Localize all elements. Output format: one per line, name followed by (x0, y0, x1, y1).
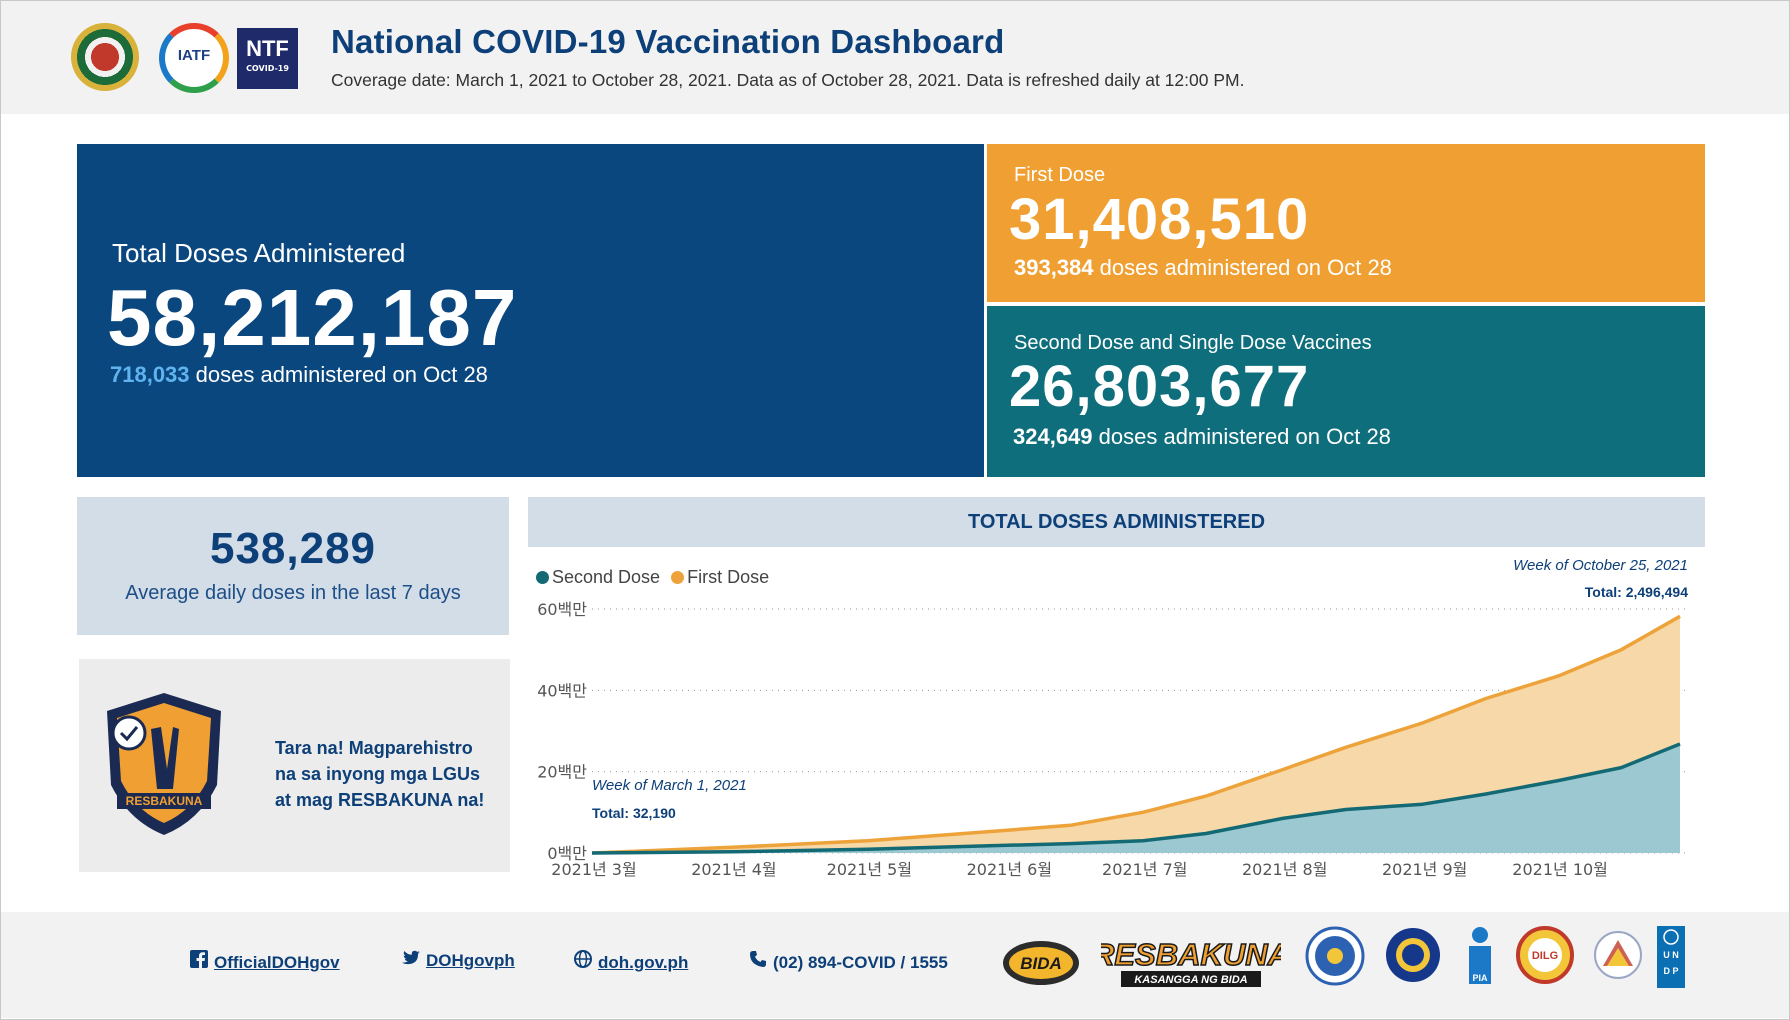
x-tick-label: 2021년 6월 (967, 860, 1052, 879)
resbakuna-footer-logo: RESBAKUNA KASANGGA NG BIDA (1101, 936, 1281, 987)
twitter-link[interactable]: DOHgovph (402, 950, 515, 971)
total-doses-tile: Total Doses Administered 58,212,187 718,… (77, 144, 984, 477)
y-tick-label: 20백만 (537, 763, 587, 782)
series-line-second-dose (591, 742, 1681, 855)
x-tick-label: 2021년 7월 (1102, 860, 1187, 879)
total-doses-daily: 718,033 doses administered on Oct 28 (110, 362, 488, 387)
series-area-first-dose (592, 616, 1680, 853)
resbakuna-promo[interactable]: RESBAKUNA Tara na! Magparehistro na sa i… (79, 659, 510, 872)
average-daily-tile: 538,289 Average daily doses in the last … (77, 497, 509, 635)
svg-text:RESBAKUNA: RESBAKUNA (126, 794, 203, 808)
undp-logo: U N D P (1657, 926, 1685, 988)
phone-icon (749, 950, 767, 973)
x-tick-label: 2021년 9월 (1382, 860, 1467, 879)
facebook-icon (190, 950, 208, 973)
ntf-logo: NTF COVID-19 (237, 28, 298, 89)
website-link[interactable]: doh.gov.ph (574, 950, 688, 973)
total-doses-label: Total Doses Administered (112, 238, 406, 268)
x-tick-label: 2021년 5월 (827, 860, 912, 879)
x-tick-label: 2021년 3월 (551, 860, 636, 879)
chart-legend: Second Dose First Dose (536, 567, 775, 588)
doses-area-chart[interactable]: 0백만 20백만 40백만 60백만 2021년 3월 2021년 4월 2021년 5월 2… (528, 551, 1705, 891)
bida-logo: BIDA (1003, 941, 1079, 985)
total-doses-value: 58,212,187 (107, 273, 518, 362)
average-daily-value: 538,289 (209, 524, 377, 573)
y-tick-label: 60백만 (537, 600, 587, 619)
government-seal-logo (1386, 928, 1440, 982)
x-tick-label: 2021년 10월 (1512, 860, 1608, 879)
series-area-second-dose (592, 744, 1680, 853)
iatf-logo: IATF (159, 23, 229, 93)
annotation-start-week: Week of March 1, 2021 (592, 777, 747, 794)
globe-icon (574, 950, 592, 973)
coverage-subtitle: Coverage date: March 1, 2021 to October … (331, 70, 1245, 90)
y-tick-label: 0백만 (547, 844, 587, 863)
svg-text:D P: D P (1663, 966, 1678, 976)
facebook-link[interactable]: OfficialDOHgov (190, 950, 340, 973)
svg-text:KASANGGA NG BIDA: KASANGGA NG BIDA (1134, 974, 1247, 986)
svg-text:PIA: PIA (1472, 973, 1488, 983)
promo-message: Tara na! Magparehistro na sa inyong mga … (275, 738, 485, 810)
pia-logo: PIA (1469, 927, 1491, 984)
annotation-start-total: Total: 32,190 (592, 805, 676, 821)
average-daily-label: Average daily doses in the last 7 days (125, 582, 461, 604)
svg-text:BIDA: BIDA (1020, 954, 1062, 973)
chart-svg: 0백만 20백만 40백만 60백만 2021년 3월 2021년 4월 2021년 5월 2… (537, 600, 1690, 879)
second-dose-label: Second Dose and Single Dose Vaccines (1014, 332, 1372, 354)
twitter-icon (402, 950, 420, 971)
header-bar: IATF NTF COVID-19 National COVID-19 Vacc… (1, 1, 1789, 114)
x-tick-label: 2021년 4월 (691, 860, 776, 879)
presidential-seal-logo (1305, 926, 1365, 986)
series-line-first-dose (591, 614, 1681, 855)
svg-text:DILG: DILG (1532, 950, 1558, 962)
doh-seal-logo (71, 23, 139, 91)
annotation-end-week: Week of October 25, 2021 (1513, 557, 1688, 574)
annotation-end-total: Total: 2,496,494 (1584, 584, 1688, 600)
second-dose-value: 26,803,677 (1009, 354, 1310, 419)
legend-item-second[interactable]: Second Dose (536, 567, 660, 587)
x-tick-label: 2021년 8월 (1242, 860, 1327, 879)
second-dose-daily: 324,649 doses administered on Oct 28 (1013, 424, 1391, 449)
first-dose-daily: 393,384 doses administered on Oct 28 (1014, 255, 1392, 280)
agency-seal-logo (1594, 931, 1642, 979)
phone-contact: (02) 894-COVID / 1555 (749, 950, 948, 973)
chart-title: TOTAL DOSES ADMINISTERED (528, 497, 1705, 547)
dilg-logo: DILG (1516, 926, 1574, 984)
first-dose-tile: First Dose 31,408,510 393,384 doses admi… (987, 144, 1705, 302)
second-dose-tile: Second Dose and Single Dose Vaccines 26,… (987, 306, 1705, 477)
y-tick-label: 40백만 (537, 681, 587, 700)
svg-text:RESBAKUNA: RESBAKUNA (1101, 937, 1281, 972)
vaccinated-badge-icon: RESBAKUNA (107, 693, 221, 835)
page-title: National COVID-19 Vaccination Dashboard (331, 23, 1005, 60)
svg-text:U N: U N (1663, 950, 1679, 960)
footer-bar: OfficialDOHgov DOHgovph doh.gov.ph (02) … (1, 912, 1789, 1018)
first-dose-label: First Dose (1014, 164, 1106, 186)
legend-item-first[interactable]: First Dose (671, 567, 769, 587)
first-dose-value: 31,408,510 (1009, 187, 1310, 252)
